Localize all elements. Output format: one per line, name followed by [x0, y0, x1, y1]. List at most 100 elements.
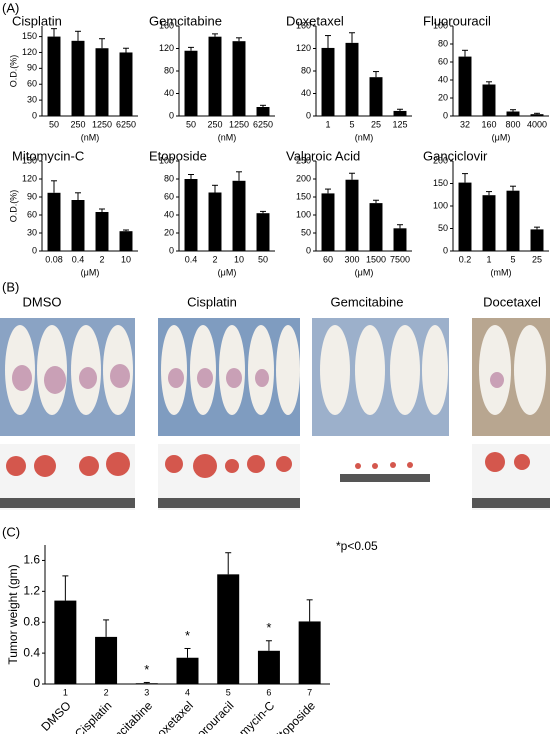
y-tick-label: 80: [164, 65, 174, 75]
y-tick-label: 60: [27, 209, 37, 219]
rulers: [0, 474, 550, 508]
y-tick-label: 30: [27, 94, 37, 104]
y-tick-label: 120: [296, 43, 311, 53]
y-tick-label: 0: [33, 676, 40, 690]
y-axis-label: Tumor weight (gm): [6, 564, 20, 664]
y-tick-label: 200: [433, 155, 448, 165]
x-axis-label: (mM): [491, 267, 512, 277]
y-tick-label: 50: [438, 223, 448, 233]
chart-title: Mitomycin-C: [12, 148, 84, 163]
group-label: Etoposide: [270, 698, 318, 734]
y-tick-label: 120: [22, 173, 37, 183]
x-tick-label: 1: [63, 687, 68, 697]
y-tick-label: 20: [438, 92, 448, 102]
x-tick-label: 25: [532, 254, 542, 264]
y-tick-label: 250: [296, 155, 311, 165]
y-tick-label: 80: [301, 65, 311, 75]
y-tick-label: 100: [433, 200, 448, 210]
photo-label: Cisplatin: [187, 294, 237, 309]
bar: [232, 41, 246, 116]
x-tick-label: 6250: [116, 119, 136, 129]
y-tick-label: 80: [164, 173, 174, 183]
y-tick-label: 100: [296, 209, 311, 219]
bar: [217, 574, 240, 684]
bar: [54, 600, 77, 684]
bar: [393, 228, 407, 251]
bar: [506, 190, 520, 251]
bar: [321, 193, 335, 251]
x-tick-label: 125: [392, 119, 407, 129]
bar: [95, 48, 109, 117]
y-tick-label: 40: [164, 88, 174, 98]
y-tick-label: 0: [443, 245, 448, 255]
chart-title: Gemcitabine: [149, 13, 222, 28]
x-tick-label: 7500: [390, 254, 410, 264]
x-tick-label: 1250: [92, 119, 112, 129]
bar: [95, 636, 118, 684]
x-tick-label: 0.4: [72, 254, 85, 264]
y-tick-label: 60: [438, 56, 448, 66]
bar: [393, 110, 407, 116]
x-axis-label: (μM): [492, 132, 511, 142]
y-tick-label: 0: [32, 110, 37, 120]
tumors: [12, 364, 504, 394]
x-tick-label: 50: [186, 119, 196, 129]
x-tick-label: 50: [258, 254, 268, 264]
y-tick-label: 40: [164, 209, 174, 219]
x-axis-label: (μM): [218, 267, 237, 277]
bar: [530, 229, 544, 251]
bar: [135, 683, 158, 684]
group-label: DMSO: [38, 698, 73, 733]
bar: [232, 180, 246, 251]
x-tick-label: 60: [323, 254, 333, 264]
y-tick-label: 60: [27, 79, 37, 89]
y-tick-label: 0: [443, 110, 448, 120]
x-tick-label: 5: [349, 119, 354, 129]
bar: [176, 657, 199, 684]
x-tick-label: 1500: [366, 254, 386, 264]
significance-mark: *: [144, 662, 149, 677]
y-tick-label: 1.6: [23, 553, 40, 567]
bar: [119, 52, 133, 116]
bar: [345, 179, 359, 251]
x-tick-label: 800: [505, 119, 520, 129]
x-tick-label: 10: [121, 254, 131, 264]
x-tick-label: 160: [481, 119, 496, 129]
x-tick-label: 50: [49, 119, 59, 129]
panel-label: (B): [2, 279, 19, 294]
bar: [47, 36, 61, 116]
excised-tumors: [6, 452, 530, 478]
x-tick-label: 5: [226, 687, 231, 697]
y-tick-label: 160: [159, 20, 174, 30]
y-tick-label: 100: [159, 155, 174, 165]
x-tick-label: 1: [486, 254, 491, 264]
y-tick-label: 200: [296, 173, 311, 183]
y-tick-label: 90: [27, 191, 37, 201]
x-tick-label: 10: [234, 254, 244, 264]
y-tick-label: 0: [306, 245, 311, 255]
bar: [482, 195, 496, 251]
bar: [345, 42, 359, 116]
bar: [184, 50, 198, 116]
y-axis-label: O.D.(%): [8, 190, 18, 223]
y-tick-label: 40: [438, 74, 448, 84]
annotation: *p<0.05: [336, 539, 378, 553]
x-axis-label: (nM): [355, 132, 374, 142]
y-tick-label: 20: [164, 227, 174, 237]
x-axis-label: (nM): [81, 132, 100, 142]
y-tick-label: 150: [296, 191, 311, 201]
x-tick-label: 25: [371, 119, 381, 129]
chart-title: Fluorouracil: [423, 13, 491, 28]
bar: [208, 192, 222, 251]
bar: [119, 231, 133, 251]
x-tick-label: 1: [325, 119, 330, 129]
y-tick-label: 40: [301, 88, 311, 98]
y-tick-label: 0.8: [23, 614, 40, 628]
x-tick-label: 4000: [527, 119, 547, 129]
y-tick-label: 80: [438, 38, 448, 48]
y-tick-label: 0: [169, 245, 174, 255]
bar: [482, 84, 496, 116]
bar: [71, 40, 85, 116]
bar: [369, 77, 383, 116]
y-tick-label: 120: [159, 43, 174, 53]
